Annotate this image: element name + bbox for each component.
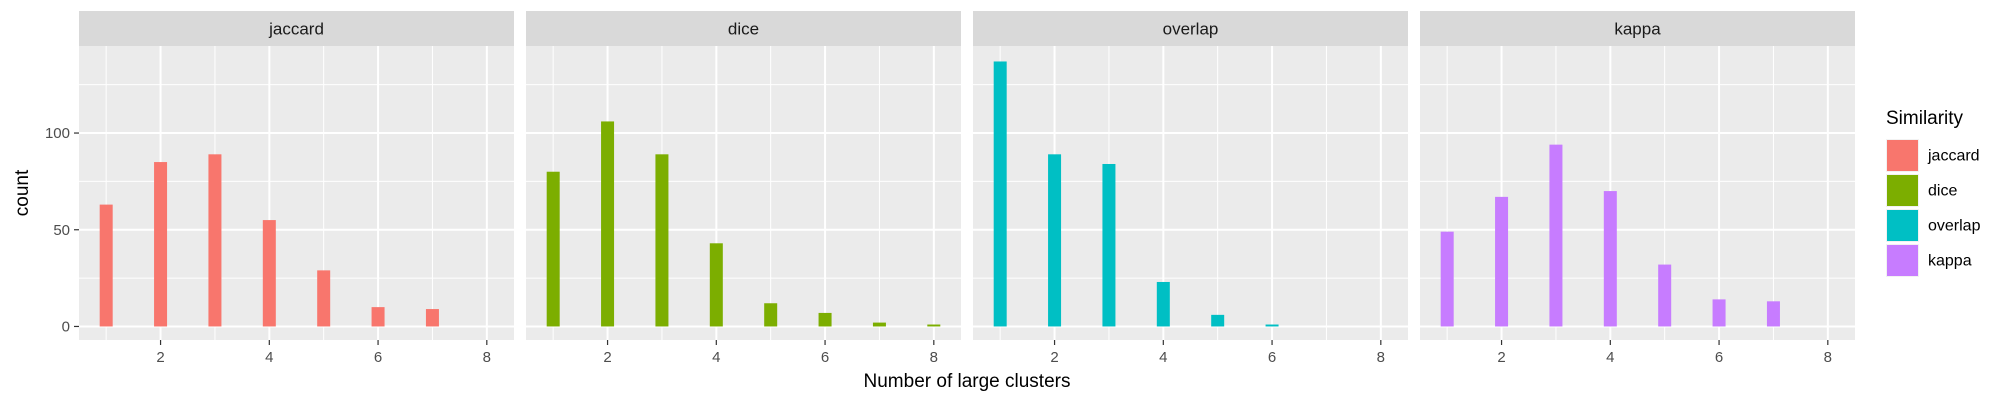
bar-overlap-4 (1156, 281, 1170, 327)
x-tick-label: 2 (1497, 349, 1505, 366)
x-tick-label: 6 (1715, 349, 1723, 366)
bar-jaccard-5 (317, 270, 331, 327)
legend-label-overlap: overlap (1928, 218, 1981, 235)
bar-dice-5 (764, 303, 778, 327)
facet-strip-label-overlap: overlap (1163, 20, 1219, 39)
x-tick-label: 4 (265, 349, 273, 366)
legend-key-swatch-jaccard (1887, 140, 1918, 171)
bar-jaccard-4 (262, 220, 276, 327)
x-axis-title: Number of large clusters (864, 371, 1071, 392)
legend-key-swatch-kappa (1887, 245, 1918, 276)
facet-strip-kappa (1420, 11, 1855, 46)
y-tick-label: 0 (62, 318, 70, 335)
bar-dice-3 (655, 154, 669, 327)
bar-jaccard-2 (154, 162, 168, 327)
x-tick-label: 8 (1824, 349, 1832, 366)
facet-strip-dice (526, 11, 961, 46)
x-tick-label: 6 (821, 349, 829, 366)
legend-title: Similarity (1886, 108, 1964, 129)
y-tick-label: 50 (53, 222, 70, 239)
bar-dice-8 (927, 324, 941, 327)
x-tick-label: 2 (603, 349, 611, 366)
x-tick-label: 6 (374, 349, 382, 366)
panel-background-kappa (1420, 46, 1855, 340)
bar-kappa-7 (1766, 301, 1780, 327)
legend-label-jaccard: jaccard (1927, 148, 1980, 165)
facet-strip-jaccard (79, 11, 514, 46)
x-tick-label: 4 (1606, 349, 1614, 366)
bar-kappa-3 (1549, 144, 1563, 327)
legend-label-dice: dice (1928, 183, 1957, 200)
x-tick-label: 8 (483, 349, 491, 366)
legend-key-swatch-dice (1887, 175, 1918, 206)
bar-kappa-1 (1440, 231, 1454, 327)
legend-key-swatch-overlap (1887, 210, 1918, 241)
bar-jaccard-7 (425, 309, 439, 327)
x-tick-label: 4 (1159, 349, 1167, 366)
bar-jaccard-6 (371, 307, 385, 327)
facet-strip-label-kappa: kappa (1614, 20, 1661, 39)
facet-strip-label-dice: dice (728, 20, 759, 39)
facet-strip-overlap (973, 11, 1408, 46)
bar-dice-7 (872, 322, 886, 327)
bar-jaccard-3 (208, 154, 222, 327)
bar-overlap-3 (1102, 163, 1116, 327)
bar-dice-4 (709, 243, 723, 327)
panel-background-jaccard (79, 46, 514, 340)
bar-kappa-6 (1712, 299, 1726, 327)
x-tick-label: 8 (930, 349, 938, 366)
bar-kappa-5 (1658, 264, 1672, 327)
bar-dice-1 (546, 171, 560, 327)
bar-overlap-1 (993, 61, 1007, 327)
bar-kappa-2 (1495, 196, 1509, 327)
x-tick-label: 6 (1268, 349, 1276, 366)
bar-jaccard-1 (99, 204, 113, 327)
panel-background-dice (526, 46, 961, 340)
bar-dice-6 (818, 312, 832, 327)
bar-overlap-6 (1265, 324, 1279, 327)
x-tick-label: 2 (1050, 349, 1058, 366)
bar-overlap-5 (1211, 314, 1225, 327)
bar-dice-2 (601, 121, 615, 327)
panel-background-overlap (973, 46, 1408, 340)
y-axis-title: count (12, 169, 33, 216)
x-tick-label: 2 (156, 349, 164, 366)
bar-overlap-2 (1048, 154, 1062, 327)
bar-kappa-4 (1603, 191, 1617, 327)
x-tick-label: 4 (712, 349, 720, 366)
facet-strip-label-jaccard: jaccard (268, 20, 324, 39)
legend-label-kappa: kappa (1928, 253, 1972, 270)
x-tick-label: 8 (1377, 349, 1385, 366)
y-tick-label: 100 (45, 125, 70, 142)
